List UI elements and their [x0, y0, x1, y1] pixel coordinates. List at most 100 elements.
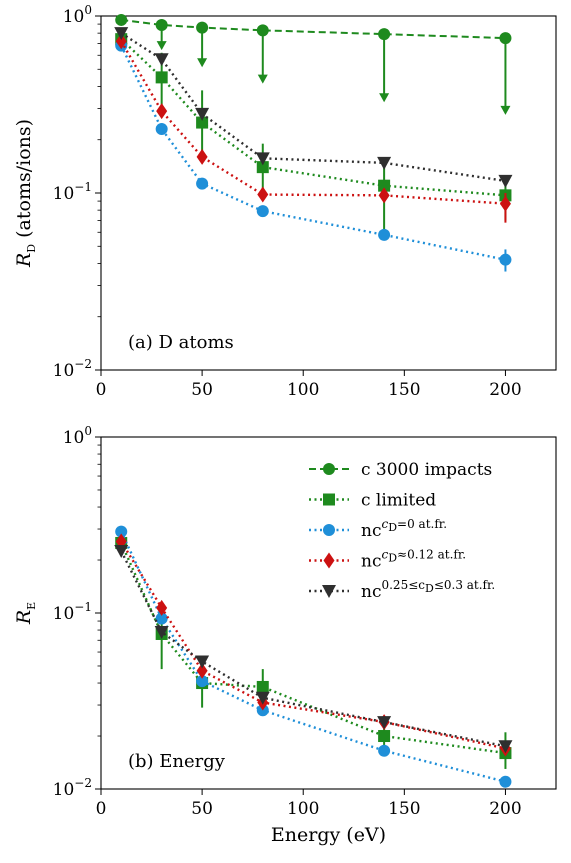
- x-tick-label: 150: [388, 380, 420, 400]
- x-tick-label: 200: [489, 799, 521, 819]
- legend-marker-nc012: [323, 552, 335, 569]
- point-nc012: [378, 187, 390, 204]
- y-label-main: R: [13, 610, 35, 625]
- legend-label-nc012: nccD≈0.12 at.fr.: [361, 548, 466, 572]
- point-nc012: [196, 148, 208, 165]
- y-tick-label: 10−1: [53, 180, 92, 204]
- legend-label-sup-sub: D: [388, 552, 397, 565]
- series-climited: [115, 536, 512, 769]
- legend-label-c3000: c 3000 impacts: [361, 460, 492, 480]
- point-nc0: [378, 744, 391, 757]
- series-c3000: [115, 13, 512, 115]
- y-tick-base: 10: [53, 184, 75, 204]
- point-climited: [196, 116, 209, 129]
- series-nc012: [115, 33, 511, 223]
- series-line-nc0: [120, 45, 506, 261]
- point-c3000: [115, 13, 128, 26]
- legend-marker-nc0: [323, 524, 335, 536]
- y-tick-base: 10: [53, 361, 75, 381]
- x-tick-label: 0: [96, 799, 107, 819]
- point-nc012: [115, 33, 127, 50]
- point-nc03: [377, 156, 392, 170]
- point-nc03: [255, 691, 270, 705]
- upper-limit-arrowhead-c3000: [500, 105, 511, 115]
- series-line-c3000: [121, 18, 506, 40]
- series-climited: [115, 33, 512, 239]
- panel-label: (b) Energy: [128, 751, 226, 772]
- point-nc0: [155, 122, 168, 135]
- point-nc03: [255, 152, 270, 166]
- x-tick-label: 50: [191, 380, 213, 400]
- point-nc0: [499, 775, 512, 788]
- y-tick-exp: −2: [74, 357, 92, 371]
- x-tick-label: 150: [388, 799, 420, 819]
- x-tick-label: 200: [489, 380, 521, 400]
- upper-limit-arrowhead-c3000: [197, 58, 208, 68]
- upper-limit-arrowhead-c3000: [379, 93, 390, 103]
- y-tick-label: 100: [63, 424, 92, 448]
- y-tick-base: 10: [53, 604, 75, 624]
- legend-entry-c3000: c 3000 impacts: [309, 460, 492, 480]
- point-nc03: [377, 716, 392, 730]
- point-nc03: [498, 174, 513, 188]
- series-line-nc012: [120, 540, 506, 750]
- legend-label-sup-rest: ≈0.12 at.fr.: [397, 548, 466, 562]
- x-tick-label: 50: [191, 799, 213, 819]
- y-tick-exp: 0: [84, 424, 92, 438]
- point-nc03: [195, 655, 210, 669]
- legend-marker-c3000: [323, 463, 335, 475]
- point-nc03: [114, 545, 129, 559]
- y-tick-exp: 0: [84, 3, 92, 17]
- y-tick-label: 10−1: [53, 600, 92, 624]
- upper-limit-arrowhead-c3000: [257, 74, 268, 84]
- point-nc012: [156, 599, 168, 616]
- series-line-nc012: [120, 40, 506, 205]
- x-tick-label: 100: [287, 380, 319, 400]
- y-tick-exp: −1: [74, 600, 92, 614]
- legend-entry-climited: c limited: [309, 491, 436, 511]
- point-nc03: [154, 625, 169, 639]
- y-tick-label: 10−2: [53, 776, 92, 800]
- y-tick-base: 10: [63, 428, 85, 448]
- legend-label-sup-rest: ≤0.3 at.fr.: [434, 578, 495, 592]
- legend-marker-nc03: [322, 585, 336, 598]
- point-nc0: [499, 253, 512, 266]
- y-label-sub: E: [25, 602, 38, 610]
- y-tick-label: 100: [63, 3, 92, 27]
- legend-label-sup: 0.25≤c: [381, 578, 425, 592]
- point-nc0: [256, 205, 269, 218]
- point-climited: [256, 680, 269, 693]
- y-tick-exp: −2: [74, 776, 92, 790]
- y-axis-label: RE: [13, 602, 38, 625]
- series-nc03: [114, 545, 513, 754]
- y-label-unit: (atoms/ions): [13, 119, 35, 244]
- legend-label-base: nc: [361, 582, 381, 602]
- series-line-nc03: [120, 32, 506, 183]
- y-axis-label: RD (atoms/ions): [13, 119, 38, 268]
- legend-label-sup-rest: =0 at.fr.: [397, 517, 447, 531]
- legend-marker-climited: [323, 493, 335, 506]
- legend-label-sup-sub: D: [388, 521, 397, 534]
- point-nc03: [154, 53, 169, 67]
- point-climited: [378, 730, 391, 743]
- x-tick-label: 0: [96, 380, 107, 400]
- series-nc0: [115, 39, 512, 272]
- legend-entry-nc0: nccD=0 at.fr.: [309, 517, 447, 541]
- x-tick-label: 100: [287, 799, 319, 819]
- point-nc0: [196, 675, 209, 688]
- axes-frame: [100, 15, 557, 371]
- y-tick-label: 10−2: [53, 357, 92, 381]
- point-nc03: [114, 27, 129, 41]
- series-nc0: [115, 525, 512, 788]
- point-c3000: [196, 21, 209, 34]
- point-nc03: [498, 740, 513, 754]
- y-label-sub: D: [25, 244, 38, 253]
- point-nc0: [115, 525, 128, 538]
- series-line-climited: [120, 38, 506, 197]
- series-nc012: [115, 533, 511, 757]
- point-nc03: [195, 107, 210, 121]
- point-nc0: [378, 228, 391, 241]
